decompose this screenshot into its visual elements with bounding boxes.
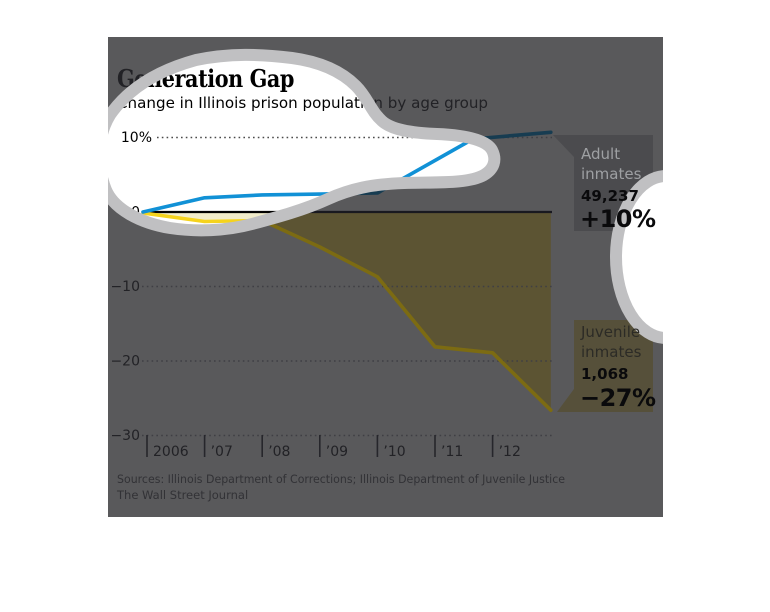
source-line-1: Sources: Illinois Department of Correcti…: [117, 472, 565, 486]
y-tick-label: −30: [110, 428, 140, 444]
juvenile-area-fill-dim: [143, 212, 551, 411]
x-axis: 2006 ’07 ’08 ’09 ’10 ’11 ’12: [146, 435, 521, 460]
x-tick-label: ’11: [441, 444, 463, 460]
y-tick-label: −20: [110, 354, 140, 370]
blob-feather-ring-ellipse: [610, 170, 663, 344]
juvenile-callout-label-2: inmates: [581, 343, 642, 361]
highlight-blob-cloud: [108, 54, 495, 231]
juvenile-area-fill: [143, 212, 551, 411]
juvenile-callout: Juvenile inmates 1,068 −27%: [580, 323, 657, 412]
juvenile-callout-panel: [557, 320, 653, 412]
x-tick-label: 2006: [153, 444, 189, 460]
y-tick-label: −10: [110, 279, 140, 295]
adult-callout: Adult inmates 49,237 +10%: [580, 145, 657, 233]
chart-image: Generation Gap Change in Illinois prison…: [108, 37, 663, 517]
x-tick-label: ’12: [499, 444, 521, 460]
x-tick-label: ’08: [268, 444, 290, 460]
juvenile-callout-percent: −27%: [580, 384, 656, 412]
juvenile-callout-label-1: Juvenile: [580, 323, 640, 341]
source-line-2: The Wall Street Journal: [116, 488, 248, 502]
adult-callout-percent: +10%: [580, 205, 656, 233]
y-tick-label: 10%: [121, 130, 152, 146]
adult-callout-label-1: Adult: [581, 145, 620, 163]
adult-callout-value: 49,237: [581, 187, 639, 205]
x-tick-label: ’10: [383, 444, 405, 460]
blob-feather-ring-cloud: [108, 48, 501, 237]
juvenile-callout-value: 1,068: [581, 365, 628, 383]
adult-callout-label-2: inmates: [581, 165, 642, 183]
x-tick-label: ’07: [211, 444, 233, 460]
x-tick-label: ’09: [326, 444, 348, 460]
